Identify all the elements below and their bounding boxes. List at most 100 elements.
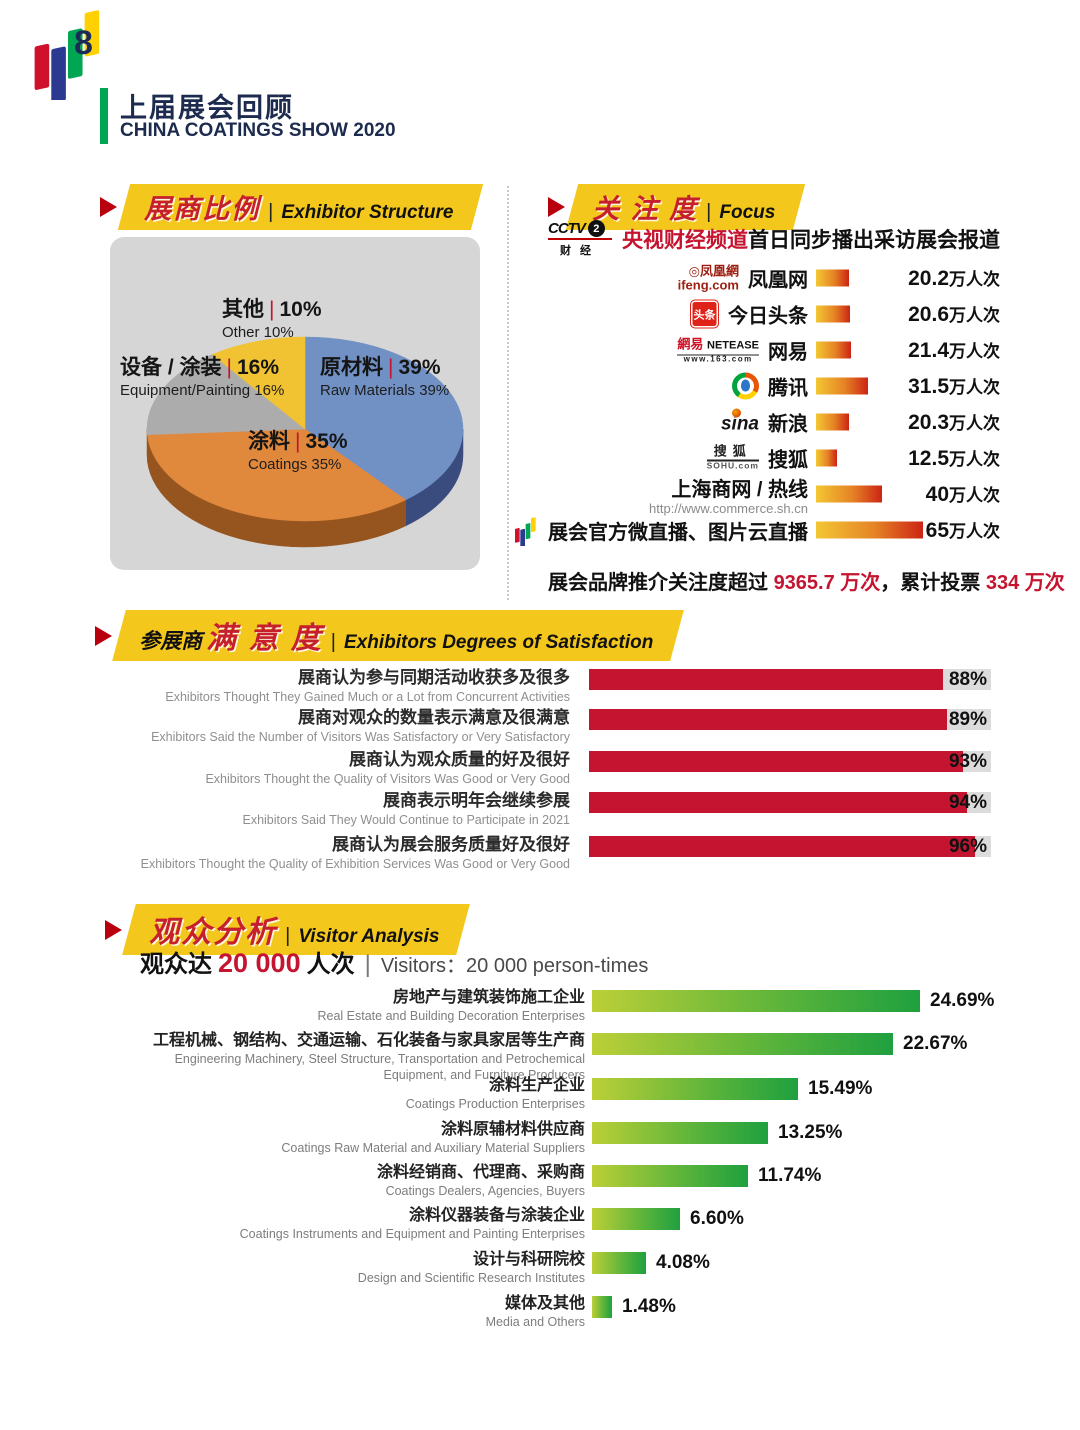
visitor-row: 媒体及其他 Media and Others 1.48% <box>0 1286 1080 1334</box>
sina-logo-icon: sina <box>721 408 759 436</box>
satisfaction-label-cn: 展商认为参与同期活动收获多及很多 <box>298 668 570 687</box>
banner-focus: 关 注 度 | Focus <box>548 184 806 230</box>
media-name: 搜狐 <box>768 449 808 472</box>
visitor-label: 涂料原辅材料供应商 Coatings Raw Material and Auxil… <box>115 1120 585 1156</box>
satisfaction-percent: 88% <box>948 669 987 690</box>
pie-label-cn: 原材料 | 39% <box>320 356 441 379</box>
ifeng-logo-icon: ◎凤凰網 ifeng.com <box>677 263 739 292</box>
exhibitor-pie-chart <box>146 336 464 548</box>
media-label: sina 新浪 <box>721 408 808 437</box>
focus-summary: 展会品牌推介关注度超过 9365.7 万次，累计投票 334 万次 <box>548 572 1065 594</box>
media-name: 网易 <box>768 341 808 364</box>
satisfaction-label-en: Exhibitors Thought the Quality of Visito… <box>205 772 570 786</box>
visitor-label-en: Coatings Instruments and Equipment and P… <box>239 1227 585 1241</box>
visitor-percent: 1.48% <box>622 1296 676 1317</box>
media-value-number: 12.5 <box>908 447 949 470</box>
visitor-row: 涂料生产企业 Coatings Production Enterprises 15.… <box>0 1068 1080 1116</box>
media-value: 40万人次 <box>926 481 1000 507</box>
arrow-icon <box>100 197 117 217</box>
media-value-number: 31.5 <box>908 375 949 398</box>
satisfaction-bar-track: 89% <box>589 709 991 730</box>
media-row: 头条 今日头条 20.6万人次 <box>0 296 1080 332</box>
cctv-coverage-text: 首日同步播出采访展会报道 <box>748 229 1000 252</box>
visitor-percent: 13.25% <box>778 1122 843 1143</box>
media-value: 31.5万人次 <box>908 373 1000 399</box>
media-value-unit: 万人次 <box>949 378 1000 397</box>
visitor-label-cn: 涂料生产企业 <box>488 1077 585 1094</box>
sohu-logo-icon: 搜狐 SOHU.com <box>706 443 759 471</box>
visitor-percent: 24.69% <box>930 990 995 1011</box>
media-name: 凤凰网 <box>748 269 808 292</box>
pie-label-pct: 16% <box>236 356 280 379</box>
media-name: 腾讯 <box>768 377 808 400</box>
visitor-bar <box>592 1252 646 1274</box>
media-row: sina 新浪 20.3万人次 <box>0 404 1080 440</box>
satisfaction-percent: 89% <box>948 709 987 730</box>
visitor-row: 涂料经销商、代理商、采购商 Coatings Dealers, Agencies,… <box>0 1155 1080 1203</box>
media-row: 上海商网 / 热线 http://www.commerce.sh.cn 40万人次 <box>0 476 1080 516</box>
visitor-label-en: Coatings Raw Material and Auxiliary Mate… <box>281 1141 585 1155</box>
satisfaction-percent: 94% <box>948 792 987 813</box>
media-value-number: 40 <box>925 483 949 506</box>
satisfaction-label-en: Exhibitors Thought They Gained Much or a… <box>165 690 570 704</box>
pie-label-pct: 39% <box>398 356 441 379</box>
satisfaction-bar-track: 93% <box>589 751 991 772</box>
pie-label-en: Equipment/Painting 16% <box>120 382 285 400</box>
media-row: 腾讯 31.5万人次 <box>0 368 1080 404</box>
visitor-label: 房地产与建筑装饰施工企业 Real Estate and Building Dec… <box>115 988 585 1024</box>
media-bar <box>816 413 849 431</box>
page-subtitle: CHINA COATINGS SHOW 2020 <box>120 120 396 141</box>
visitor-label: 工程机械、钢结构、交通运输、石化装备与家具家居等生产商 Engineering M… <box>115 1031 585 1083</box>
satisfaction-label: 展商认为观众质量的好及很好 Exhibitors Thought the Qual… <box>205 749 570 787</box>
satisfaction-row: 展商认为展会服务质量好及很好 Exhibitors Thought the Qua… <box>0 834 1080 878</box>
banner-title-en: Exhibitor Structure <box>281 202 454 223</box>
pie-label-en: Coatings 35% <box>248 456 342 474</box>
pie-label-cn: 其他 | 10% <box>222 298 322 321</box>
satisfaction-row: 展商认为观众质量的好及很好 Exhibitors Thought the Qual… <box>0 749 1080 793</box>
satisfaction-bar-fill <box>589 751 963 772</box>
visitor-label-cn: 工程机械、钢结构、交通运输、石化装备与家具家居等生产商 <box>152 1032 585 1049</box>
media-value-unit: 万人次 <box>949 414 1000 433</box>
visitor-label-cn: 媒体及其他 <box>504 1295 585 1312</box>
title-accent-bar <box>100 88 108 144</box>
satisfaction-label-en: Exhibitors Said the Number of Visitors W… <box>151 730 570 744</box>
visitor-percent: 6.60% <box>690 1208 744 1229</box>
visitor-label: 涂料经销商、代理商、采购商 Coatings Dealers, Agencies,… <box>115 1163 585 1199</box>
show-ribbon-logo-icon <box>26 0 112 105</box>
media-row: ◎凤凰網 ifeng.com 凤凰网 20.2万人次 <box>0 260 1080 296</box>
dotted-divider <box>507 186 509 600</box>
media-row: 網易 NETEASE www.163.com 网易 21.4万人次 <box>0 332 1080 368</box>
satisfaction-bar-fill <box>589 669 943 690</box>
media-bar <box>816 449 837 467</box>
pie-slice-coatings <box>147 428 407 522</box>
media-row: 搜狐 SOHU.com 搜狐 12.5万人次 <box>0 440 1080 476</box>
media-name: 新浪 <box>768 413 808 436</box>
media-label: 腾讯 <box>732 372 808 401</box>
pie-label-cn: 涂料 | 35% <box>248 430 348 453</box>
media-value: 65万人次 <box>926 517 1000 543</box>
media-name: 上海商网 / 热线 <box>671 479 808 501</box>
media-url: http://www.commerce.sh.cn <box>649 501 808 516</box>
visitor-headline: 观众达 20 000 人次 | Visitors：20 000 person-t… <box>140 948 649 978</box>
visitor-row: 房地产与建筑装饰施工企业 Real Estate and Building Dec… <box>0 980 1080 1028</box>
visitor-percent: 22.67% <box>903 1033 968 1054</box>
visitor-label-en: Real Estate and Building Decoration Ente… <box>317 1009 585 1023</box>
visitor-label-en: Coatings Dealers, Agencies, Buyers <box>385 1184 585 1198</box>
media-label: ◎凤凰網 ifeng.com 凤凰网 <box>678 264 808 293</box>
satisfaction-row: 展商认为参与同期活动收获多及很多 Exhibitors Thought They … <box>0 667 1080 711</box>
media-value-unit: 万人次 <box>949 486 1000 505</box>
satisfaction-label: 展商认为展会服务质量好及很好 Exhibitors Thought the Qua… <box>141 834 570 872</box>
satisfaction-label-cn: 展商认为观众质量的好及很好 <box>349 750 570 769</box>
media-value-unit: 万人次 <box>949 450 1000 469</box>
visitor-label: 涂料生产企业 Coatings Production Enterprises <box>115 1076 585 1112</box>
media-value: 21.4万人次 <box>908 337 1000 363</box>
satisfaction-label-cn: 展商认为展会服务质量好及很好 <box>332 835 570 854</box>
netease-logo-icon: 網易 NETEASE www.163.com <box>677 336 759 364</box>
visitor-bar <box>592 1122 768 1144</box>
page-number: 8 <box>74 24 93 62</box>
satisfaction-bar-fill <box>589 836 975 857</box>
media-value-unit: 万人次 <box>949 342 1000 361</box>
arrow-icon <box>105 919 122 940</box>
satisfaction-percent: 96% <box>948 836 987 857</box>
